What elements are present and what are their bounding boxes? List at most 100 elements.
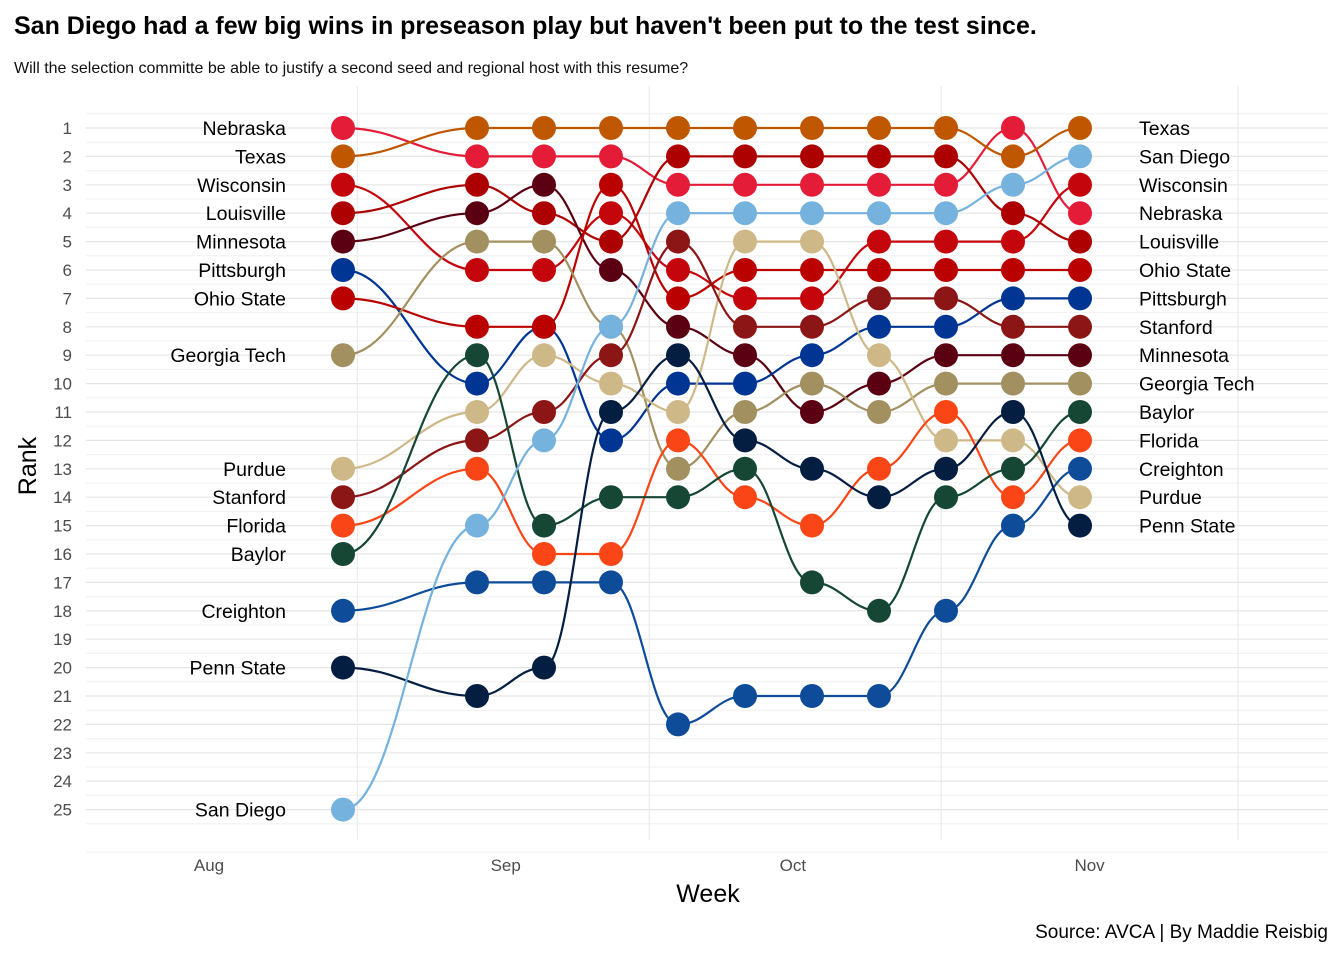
data-point — [331, 258, 355, 282]
data-point — [934, 172, 958, 197]
data-point — [331, 485, 355, 510]
data-point — [666, 201, 690, 226]
data-point — [800, 343, 824, 368]
team-label-end: Nebraska — [1139, 203, 1223, 225]
team-label-start: Ohio State — [194, 288, 286, 310]
y-tick-label: 22 — [53, 715, 72, 734]
team-label-end: Pittsburgh — [1139, 288, 1227, 310]
x-tick-label: Nov — [1074, 856, 1105, 875]
team-label-end: Texas — [1139, 118, 1190, 140]
x-tick-label: Oct — [780, 856, 807, 875]
data-point — [800, 570, 824, 595]
data-point — [1001, 371, 1025, 396]
data-point — [1068, 314, 1092, 339]
data-point — [1001, 201, 1025, 226]
x-tick-label: Sep — [491, 856, 521, 875]
team-label-end: Florida — [1139, 430, 1199, 452]
data-point — [867, 314, 891, 339]
team-label-start: Creighton — [201, 601, 286, 623]
y-tick-label: 25 — [53, 801, 72, 820]
team-label-start: Georgia Tech — [170, 345, 286, 367]
data-point — [666, 485, 690, 510]
data-point — [666, 116, 690, 140]
y-tick-label: 14 — [53, 488, 72, 507]
data-point — [532, 513, 556, 538]
data-point — [867, 258, 891, 282]
series-line-penn-state — [342, 354, 1081, 698]
data-point — [934, 286, 958, 311]
data-point — [1001, 116, 1025, 140]
team-label-start: Pittsburgh — [198, 260, 286, 282]
end-labels: Nebraska Texas Wisconsin Louisville Minnesot… — [1139, 118, 1255, 538]
data-point — [1068, 343, 1092, 368]
data-point — [800, 513, 824, 538]
data-point — [867, 172, 891, 197]
data-point — [599, 201, 623, 226]
data-point — [666, 144, 690, 169]
data-point — [331, 116, 355, 140]
data-point — [867, 371, 891, 396]
data-point — [599, 172, 623, 197]
data-point — [934, 428, 958, 453]
x-axis-title: Week — [676, 880, 740, 908]
data-point — [867, 229, 891, 254]
data-point — [599, 428, 623, 453]
y-tick-label: 23 — [53, 744, 72, 763]
data-point — [867, 485, 891, 510]
data-point — [800, 314, 824, 339]
data-point — [331, 229, 355, 254]
data-point — [465, 172, 489, 197]
data-point — [532, 570, 556, 595]
data-point — [934, 371, 958, 396]
data-point — [465, 400, 489, 424]
data-point — [867, 116, 891, 140]
y-tick-label: 5 — [63, 233, 72, 252]
data-point — [867, 456, 891, 481]
data-point — [666, 400, 690, 424]
data-point — [532, 542, 556, 566]
data-point — [532, 314, 556, 339]
data-point — [331, 201, 355, 226]
data-point — [465, 684, 489, 708]
data-point — [331, 343, 355, 368]
data-point — [1068, 428, 1092, 453]
data-point — [934, 456, 958, 481]
chart-subtitle: Will the selection committe be able to j… — [14, 60, 689, 77]
team-label-start: Wisconsin — [197, 175, 286, 197]
x-tick-label: Aug — [194, 856, 224, 875]
data-point — [666, 229, 690, 254]
y-tick-label: 2 — [63, 147, 72, 166]
data-point — [934, 201, 958, 226]
team-label-end: San Diego — [1139, 146, 1230, 168]
y-tick-label: 9 — [63, 346, 72, 365]
y-tick-label: 13 — [53, 460, 72, 479]
data-point — [532, 144, 556, 169]
team-label-start: Baylor — [231, 544, 287, 566]
data-point — [934, 116, 958, 140]
data-point — [800, 144, 824, 169]
data-point — [331, 144, 355, 169]
data-point — [1001, 172, 1025, 197]
data-point — [465, 428, 489, 453]
data-point — [1068, 201, 1092, 226]
series-line-wisconsin — [342, 183, 1081, 300]
data-point — [331, 797, 355, 822]
data-point — [733, 116, 757, 140]
data-point — [465, 456, 489, 481]
data-point — [1068, 513, 1092, 538]
team-label-start: Purdue — [223, 459, 286, 481]
data-point — [800, 371, 824, 396]
y-tick-label: 20 — [53, 659, 72, 678]
data-point — [1001, 513, 1025, 538]
data-point — [733, 684, 757, 708]
data-point — [733, 343, 757, 368]
data-point — [331, 456, 355, 481]
data-point — [1001, 400, 1025, 424]
data-point — [733, 314, 757, 339]
data-point — [733, 201, 757, 226]
y-axis-title: Rank — [14, 436, 42, 495]
team-label-start: Florida — [226, 516, 286, 538]
data-point — [465, 144, 489, 169]
data-point — [1068, 456, 1092, 481]
data-point — [733, 258, 757, 282]
